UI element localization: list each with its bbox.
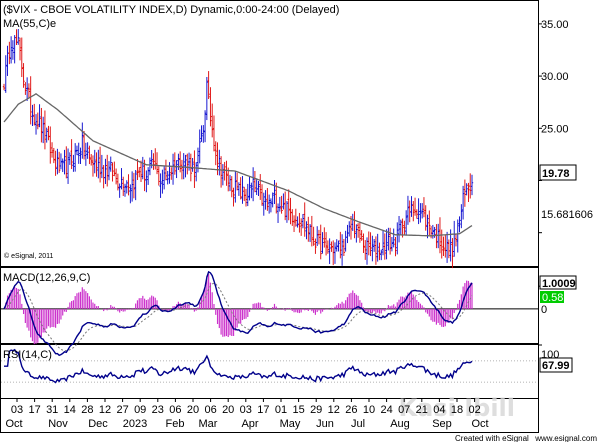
rsi-value-box bbox=[539, 357, 573, 373]
x-day-label: 20 bbox=[222, 404, 234, 416]
rsi-title: RSI(14,C) bbox=[3, 349, 52, 361]
x-day-label: 10 bbox=[363, 404, 375, 416]
price-tick-label: 30.00 bbox=[541, 71, 569, 83]
x-day-label: 09 bbox=[134, 404, 146, 416]
x-day-label: 17 bbox=[28, 404, 40, 416]
x-day-label: 02 bbox=[468, 404, 480, 416]
footer-created: Created with eSignal bbox=[455, 434, 529, 442]
ma-overlay-label: MA(55,C)e bbox=[3, 18, 56, 30]
x-month-label: Sep bbox=[432, 418, 452, 430]
rsi-value-label: 67.99 bbox=[542, 360, 570, 372]
signal-line bbox=[3, 282, 473, 352]
rsi-series bbox=[1, 344, 542, 384]
ma-line bbox=[3, 93, 473, 237]
x-month-label: Jul bbox=[351, 418, 365, 430]
x-day-label: 14 bbox=[64, 404, 76, 416]
x-month-label: May bbox=[280, 418, 301, 430]
x-day-label: 26 bbox=[345, 404, 357, 416]
x-day-label: 17 bbox=[257, 404, 269, 416]
copyright-label: © eSignal, 2011 bbox=[4, 252, 54, 260]
rsi-panel bbox=[0, 344, 539, 399]
macd-title: MACD(12,26,9,C) bbox=[3, 272, 90, 284]
x-day-label: 03 bbox=[240, 404, 252, 416]
x-day-label: 04 bbox=[433, 404, 445, 416]
last-price-label: 19.78 bbox=[542, 168, 570, 180]
x-day-label: 20 bbox=[187, 404, 199, 416]
x-month-label: Jun bbox=[316, 418, 334, 430]
footer-url: www.esignal.com bbox=[534, 434, 597, 442]
price-panel bbox=[0, 0, 539, 267]
x-month-label: Dec bbox=[88, 418, 108, 430]
x-day-label: 03 bbox=[11, 404, 23, 416]
macd-tick-0: 0 bbox=[541, 304, 547, 316]
signal-value-label: 0.58 bbox=[542, 292, 563, 304]
price-tick-label: 35.00 bbox=[541, 19, 569, 31]
macd-panel bbox=[0, 267, 539, 344]
x-axis-labels: 03 17 31 14 28 12 27 09 23 06 20 06 20 03 17 01 15 29 12 26… bbox=[5, 398, 489, 430]
last-price-box bbox=[539, 164, 577, 181]
x-day-label: 06 bbox=[204, 404, 216, 416]
x-day-label: 15 bbox=[292, 404, 304, 416]
x-month-label: 2023 bbox=[123, 418, 147, 430]
x-day-label: 24 bbox=[380, 404, 392, 416]
macd-series bbox=[1, 270, 542, 357]
x-day-label: 23 bbox=[152, 404, 164, 416]
macd-line bbox=[3, 270, 473, 357]
signal-value-box bbox=[540, 291, 564, 303]
x-month-label: Oct bbox=[471, 418, 488, 430]
x-day-label: 29 bbox=[310, 404, 322, 416]
price-tick-label: 25.00 bbox=[541, 123, 569, 135]
ma-series bbox=[3, 93, 473, 237]
chart-title: ($VIX - CBOE VOLATILITY INDEX,D) Dynamic… bbox=[3, 4, 339, 16]
x-month-label: Apr bbox=[241, 418, 258, 430]
x-day-label: 27 bbox=[116, 404, 128, 416]
x-day-label: 18 bbox=[451, 404, 463, 416]
x-day-label: 07 bbox=[398, 404, 410, 416]
x-day-label: 28 bbox=[81, 404, 93, 416]
x-month-label: Feb bbox=[166, 418, 185, 430]
rsi-line bbox=[4, 348, 473, 384]
x-day-label: 12 bbox=[328, 404, 340, 416]
x-day-label: 01 bbox=[275, 404, 287, 416]
x-month-label: Mar bbox=[199, 418, 218, 430]
x-day-label: 31 bbox=[46, 404, 58, 416]
x-month-label: Aug bbox=[390, 418, 410, 430]
macd-value-box bbox=[539, 275, 577, 290]
price-y-axis: 35.00 30.00 25.00 bbox=[538, 19, 569, 234]
x-day-label: 21 bbox=[416, 404, 428, 416]
ma-value-label: 15.681606 bbox=[541, 209, 593, 221]
x-month-label: Nov bbox=[48, 418, 68, 430]
x-axis-area bbox=[0, 398, 539, 433]
x-day-label: 06 bbox=[169, 404, 181, 416]
x-day-label: 12 bbox=[99, 404, 111, 416]
macd-value-label: 1.0009 bbox=[542, 278, 576, 290]
x-month-label: Oct bbox=[5, 418, 22, 430]
